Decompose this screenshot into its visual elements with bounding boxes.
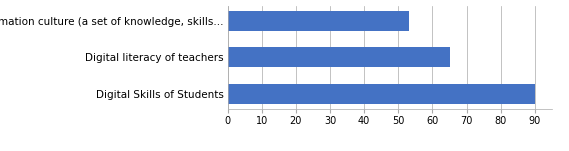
Bar bbox=[228, 47, 450, 67]
Bar bbox=[228, 84, 535, 104]
Bar bbox=[228, 11, 409, 31]
